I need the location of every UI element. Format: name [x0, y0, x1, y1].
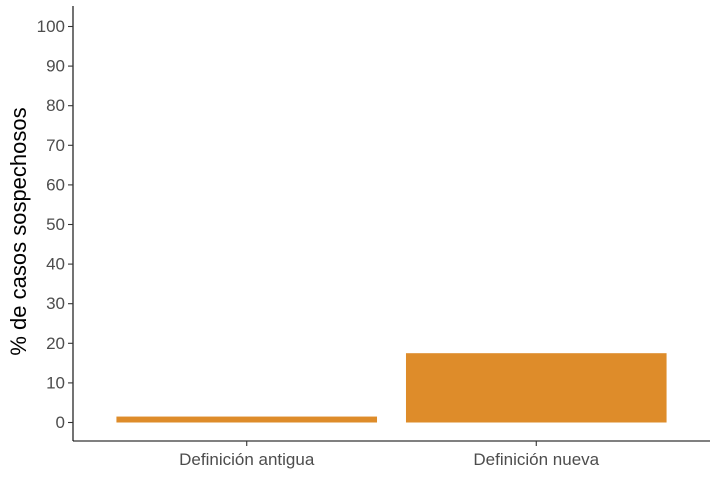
bar-1	[116, 416, 378, 423]
y-tick-label: 100	[37, 17, 65, 36]
y-axis-title: % de casos sospechosos	[6, 107, 31, 355]
x-ticks-group: Definición antigua Definición nueva	[179, 441, 600, 469]
y-tick-label: 50	[46, 215, 65, 234]
y-axis: 0 10 20 30 40 50 60 70 80 90 100	[37, 6, 74, 441]
y-tick-label: 0	[56, 413, 65, 432]
x-tick-label: Definición antigua	[179, 450, 315, 469]
x-tick-label: Definición nueva	[473, 450, 599, 469]
y-tick-label: 20	[46, 334, 65, 353]
y-tick-label: 70	[46, 136, 65, 155]
bar-2	[405, 353, 667, 423]
bars-group	[116, 353, 667, 423]
y-ticks-group: 0 10 20 30 40 50 60 70 80 90 100	[37, 17, 73, 432]
y-tick-label: 90	[46, 57, 65, 76]
y-tick-label: 60	[46, 175, 65, 194]
y-tick-label: 30	[46, 294, 65, 313]
y-tick-label: 40	[46, 255, 65, 274]
y-tick-label: 80	[46, 96, 65, 115]
x-axis: Definición antigua Definición nueva	[73, 440, 710, 469]
y-tick-label: 10	[46, 373, 65, 392]
